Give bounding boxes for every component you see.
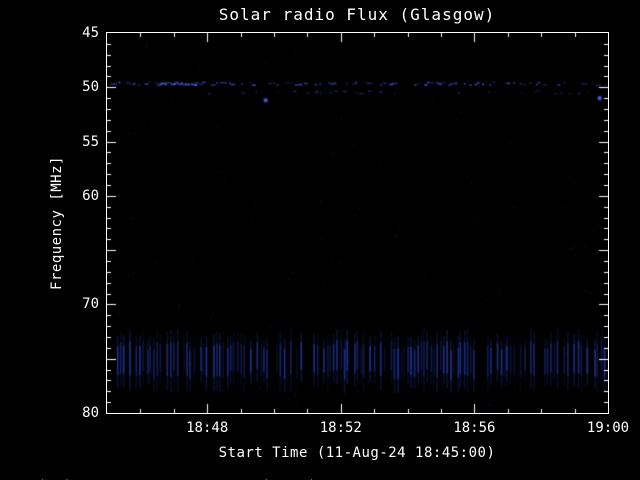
x-tick-label: 19:00 <box>586 420 630 436</box>
y-axis-label: Frequency [MHz] <box>49 156 65 290</box>
chart-title: Solar radio Flux (Glasgow) <box>218 5 496 24</box>
x-tick-label: 18:48 <box>186 420 229 436</box>
y-tick-label: 45 <box>82 25 99 41</box>
x-axis-label: Start Time (11-Aug-24 18:45:00) <box>218 445 496 461</box>
y-tick-label: 80 <box>82 405 99 421</box>
x-tick-label: 18:56 <box>453 420 496 436</box>
plot-frame <box>106 32 609 414</box>
y-tick-label: 50 <box>82 79 99 96</box>
spectrogram-canvas <box>107 33 608 413</box>
y-tick-label: 55 <box>82 133 99 150</box>
y-tick-label: 70 <box>82 296 99 313</box>
x-tick-label: 18:52 <box>319 420 362 436</box>
y-tick-label: 60 <box>82 187 99 204</box>
footer: Updated Sun Aug 11 19:16:43 2024BG subtr… <box>2 468 313 480</box>
